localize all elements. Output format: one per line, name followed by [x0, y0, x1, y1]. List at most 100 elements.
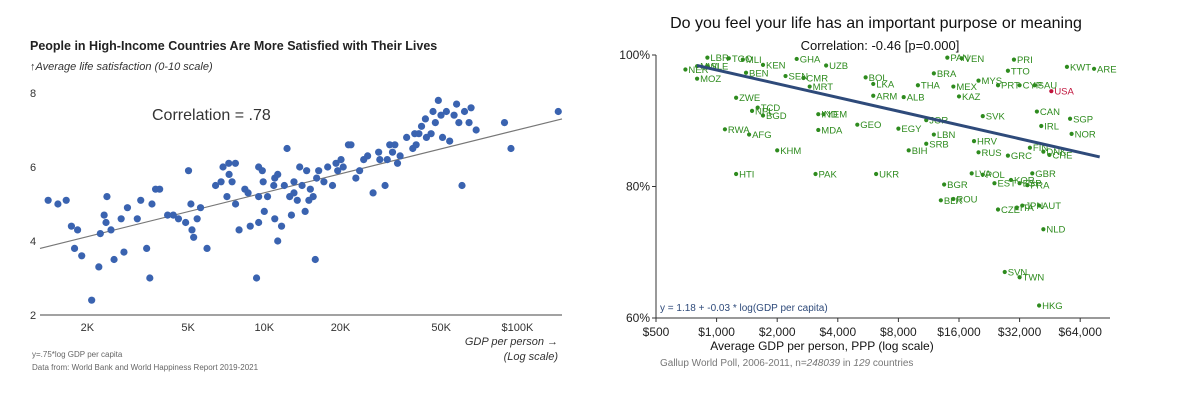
- right-footnote-n: 248039: [806, 358, 841, 369]
- right-data-point: [794, 56, 799, 62]
- left-data-point: [246, 222, 254, 230]
- right-country-point-jpn: JPN: [1020, 201, 1043, 212]
- right-data-point: [821, 112, 826, 117]
- right-country-point-ind: IND: [816, 110, 838, 121]
- right-data-point: [924, 141, 929, 146]
- right-data-point: [1037, 203, 1042, 208]
- left-data-point: [252, 274, 261, 282]
- right-country-point-tha: THA: [915, 81, 941, 92]
- left-x-tick-label: 2K: [81, 322, 95, 334]
- left-data-point: [260, 207, 268, 215]
- right-data-point: [995, 83, 1001, 88]
- right-data-point: [801, 75, 806, 81]
- left-data-point: [62, 196, 70, 204]
- left-data-point: [450, 111, 458, 119]
- right-x-tick-label: $16,000: [937, 325, 981, 339]
- left-data-point: [277, 222, 286, 230]
- right-data-point: [931, 132, 936, 137]
- right-country-label: RUS: [982, 148, 1002, 159]
- left-data-point: [184, 167, 193, 175]
- right-data-point: [959, 56, 964, 61]
- left-data-point: [438, 133, 447, 141]
- right-country-label: CAN: [1040, 107, 1060, 118]
- right-country-point-uzb: UZB: [824, 61, 848, 72]
- left-data-point: [352, 174, 360, 182]
- left-data-point: [223, 193, 231, 201]
- right-country-label: BLR: [944, 196, 963, 207]
- right-x-axis-label: Average GDP per person, PPP (log scale): [710, 339, 933, 353]
- right-country-point-moz: MOZ: [694, 74, 721, 85]
- right-chart: Do you feel your life has an important p…: [619, 15, 1116, 369]
- left-data-point: [403, 133, 411, 141]
- right-data-point: [1067, 116, 1073, 121]
- right-country-point-sau: SAU: [1032, 81, 1057, 92]
- right-data-point: [1037, 303, 1042, 308]
- left-data-point: [225, 170, 233, 178]
- right-data-point: [896, 126, 901, 131]
- right-country-label: NPL: [755, 106, 773, 117]
- left-data-point: [417, 122, 426, 130]
- right-country-point-nld: NLD: [1041, 225, 1066, 236]
- right-data-point: [871, 81, 876, 87]
- right-country-point-fra: FRA: [1025, 181, 1050, 192]
- right-country-point-yem: YEM: [821, 110, 847, 121]
- right-country-label: MLI: [746, 55, 762, 66]
- right-country-label: MRT: [813, 82, 834, 93]
- right-country-point-grc: GRC: [1005, 151, 1032, 162]
- right-data-point: [956, 94, 962, 99]
- right-data-point: [938, 198, 943, 203]
- left-data-point: [54, 200, 62, 208]
- left-footnote-formula: y=.75*log GDP per capita: [32, 350, 123, 359]
- right-country-label: NLD: [1046, 225, 1065, 236]
- right-country-label: GRC: [1011, 151, 1032, 162]
- left-data-point: [500, 119, 509, 127]
- right-data-point: [1032, 83, 1037, 88]
- right-data-point: [783, 73, 788, 79]
- right-country-point-ner: NER: [683, 65, 709, 76]
- right-footnote-countries: 129: [853, 358, 870, 369]
- right-country-label: GEO: [860, 120, 881, 131]
- right-country-point-sgp: SGP: [1067, 114, 1093, 125]
- right-data-point: [951, 196, 956, 202]
- right-country-label: LBR: [710, 53, 729, 64]
- left-data-point: [270, 181, 278, 190]
- right-country-label: NER: [688, 65, 708, 76]
- left-data-point: [137, 196, 145, 204]
- left-data-point: [148, 200, 156, 208]
- left-data-point: [290, 178, 298, 186]
- right-country-label: CMR: [806, 74, 828, 85]
- left-data-point: [328, 181, 337, 190]
- left-data-point: [190, 233, 198, 241]
- right-data-point: [1017, 181, 1022, 186]
- right-data-point: [749, 108, 755, 113]
- right-country-point-esp: ESP: [1017, 179, 1042, 190]
- left-data-point: [255, 218, 263, 227]
- right-country-label: NOR: [1075, 129, 1096, 140]
- right-country-point-bgr: BGR: [942, 180, 968, 191]
- left-data-point: [120, 248, 128, 256]
- right-country-label: KOR: [1014, 175, 1035, 186]
- right-country-point-mex: MEX: [951, 82, 978, 93]
- right-country-label: IRL: [1044, 122, 1059, 133]
- left-data-point: [386, 141, 394, 149]
- left-data-point: [290, 189, 298, 197]
- right-data-point: [683, 67, 688, 72]
- left-data-point: [258, 167, 266, 175]
- left-x-tick-label: 5K: [181, 322, 195, 334]
- left-y-tick-label: 2: [30, 310, 36, 322]
- right-data-point: [1034, 109, 1039, 114]
- right-data-point: [1047, 152, 1052, 158]
- right-data-point: [1025, 183, 1030, 188]
- right-country-point-afg: AFG: [746, 130, 772, 141]
- right-country-point-aut: AUT: [1037, 201, 1061, 212]
- left-data-point: [146, 274, 154, 282]
- left-data-point: [133, 215, 141, 223]
- left-data-point: [315, 167, 323, 175]
- right-country-label: MDA: [821, 125, 843, 136]
- right-country-point-usa: USA: [1049, 87, 1075, 98]
- right-country-label: UZB: [829, 61, 848, 72]
- left-data-point: [396, 152, 404, 160]
- left-chart: People in High-Income Countries Are More…: [30, 39, 563, 372]
- left-data-point: [263, 193, 272, 201]
- right-country-point-est: EST: [992, 179, 1016, 190]
